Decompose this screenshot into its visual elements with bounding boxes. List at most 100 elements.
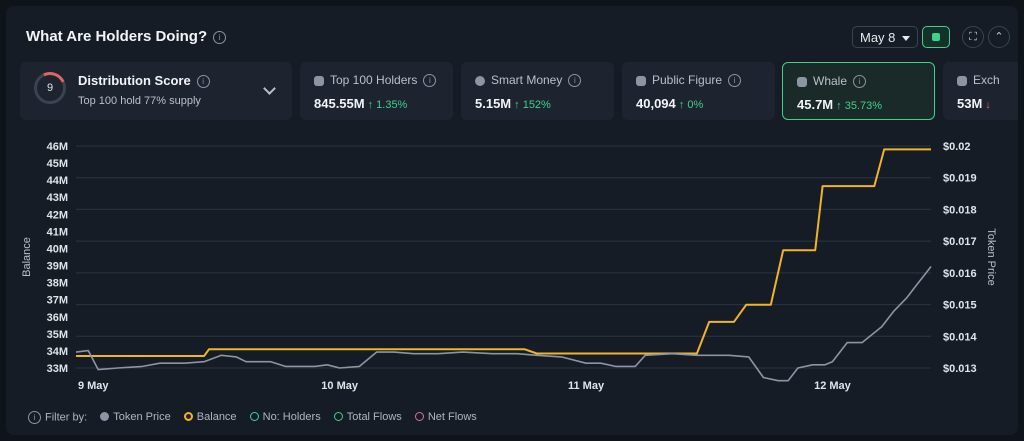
card-change: ↓ <box>985 99 991 111</box>
y-left-tick: 39M <box>47 261 68 273</box>
y-right-tick: $0.019 <box>943 173 977 185</box>
legend-dot <box>183 412 193 422</box>
collapse-button[interactable]: ⌃ <box>988 26 1010 48</box>
date-select[interactable]: May 8 <box>852 26 918 48</box>
y-right-tick: $0.014 <box>943 331 978 343</box>
card-label: Public Figure <box>652 73 723 87</box>
score-value: 9 <box>46 82 54 94</box>
y-left-tick: 34M <box>47 346 68 358</box>
fullscreen-icon: ⛶ <box>969 31 977 43</box>
card-public-figure[interactable]: Public Figure i 40,094 ↑ 0% <box>622 62 775 120</box>
legend-item-total-flows[interactable]: Total Flows <box>333 411 402 424</box>
balance-line <box>76 148 931 357</box>
score-ring: 9 <box>34 72 66 104</box>
legend-label: Balance <box>196 411 237 424</box>
database-icon <box>932 33 940 41</box>
y-left-tick: 37M <box>47 295 68 307</box>
card-change: ↑ 0% <box>678 99 704 111</box>
y-right-tick: $0.015 <box>943 300 977 312</box>
card-change: ↑ 152% <box>514 99 551 111</box>
card-value: 40,094 <box>636 96 676 111</box>
y-right-tick: $0.017 <box>943 236 977 248</box>
card-exchange-clip: Exch 53M ↓ <box>943 62 1018 120</box>
card-distribution-label: Distribution Score <box>78 73 191 88</box>
chevron-up-icon: ⌃ <box>994 31 1004 43</box>
info-icon[interactable]: i <box>728 74 742 88</box>
chevron-down-icon[interactable] <box>263 82 276 95</box>
info-icon[interactable]: i <box>853 75 867 89</box>
info-icon[interactable]: i <box>28 411 41 424</box>
card-change: ↑ 1.35% <box>367 99 408 111</box>
info-icon[interactable]: i <box>568 74 582 88</box>
legend-dot <box>249 412 259 422</box>
x-tick: 10 May <box>321 380 359 392</box>
chart-legend: i Filter by: Token Price Balance No: Hold… <box>28 411 487 424</box>
y-left-tick: 35M <box>47 329 68 341</box>
card-label: Smart Money <box>491 73 563 87</box>
y-left-tick: 42M <box>47 209 68 221</box>
legend-label: Total Flows <box>346 411 402 424</box>
y-left-tick: 33M <box>47 363 68 375</box>
database-toggle-button[interactable] <box>922 26 950 48</box>
legend-label: Net Flows <box>427 411 477 424</box>
card-whale[interactable]: Whale i 45.7M ↑ 35.73% <box>782 62 935 120</box>
legend-item-token-price[interactable]: Token Price <box>100 411 171 424</box>
card-label: Whale <box>813 74 848 88</box>
y-left-tick: 40M <box>47 243 68 255</box>
holders-panel: What Are Holders Doing? i May 8 ⛶ ⌃ 9 Dis… <box>6 6 1018 435</box>
legend-dot <box>333 412 343 422</box>
wallet-icon <box>314 75 324 86</box>
fullscreen-button[interactable]: ⛶ <box>962 26 984 48</box>
card-value: 5.15M <box>475 96 512 111</box>
x-tick: 11 May <box>568 380 605 392</box>
whale-icon <box>797 76 807 87</box>
y-right-tick: $0.013 <box>943 363 977 375</box>
card-distribution-title: Distribution Score i <box>78 73 210 89</box>
legend-filter: i Filter by: <box>28 411 87 424</box>
card-value: 845.55M <box>314 96 365 111</box>
legend-label: No: Holders <box>262 411 321 424</box>
y-right-tick: $0.02 <box>943 141 971 153</box>
panel-title: What Are Holders Doing? i <box>26 28 227 45</box>
panel-title-text: What Are Holders Doing? <box>26 28 208 45</box>
holders-chart: $0.02 $0.019 $0.018 $0.017 $0.016 $0.015 $0.01… <box>21 141 997 392</box>
y-left-tick: 38M <box>47 278 68 290</box>
legend-item-holders[interactable]: No: Holders <box>249 411 321 424</box>
card-exchange[interactable]: Exch 53M ↓ <box>943 62 1018 120</box>
info-icon[interactable]: i <box>213 30 227 44</box>
y-left-tick: 45M <box>47 158 68 170</box>
legend-item-net-flows[interactable]: Net Flows <box>414 411 477 424</box>
card-distribution-subtitle: Top 100 hold 77% supply <box>78 95 201 107</box>
y-right-tick: $0.016 <box>943 268 977 280</box>
legend-dot <box>414 412 424 422</box>
y-right-tick: $0.018 <box>943 204 977 216</box>
card-top-100-holders[interactable]: Top 100 Holders i 845.55M ↑ 1.35% <box>300 62 453 120</box>
card-distribution-score[interactable]: 9 Distribution Score i Top 100 hold 77% s… <box>20 62 292 120</box>
y-left-title: Balance <box>21 237 33 277</box>
legend-filter-label: Filter by: <box>45 411 88 424</box>
smart-money-icon <box>475 75 485 86</box>
card-label: Exch <box>973 73 1000 87</box>
info-icon[interactable]: i <box>423 74 437 88</box>
bank-icon <box>957 75 967 86</box>
caret-down-icon <box>902 36 910 41</box>
card-change: ↑ 35.73% <box>836 100 883 112</box>
date-select-value: May 8 <box>860 30 896 45</box>
card-value: 45.7M <box>797 97 834 112</box>
y-left-tick: 36M <box>47 312 68 324</box>
legend-dot <box>100 412 110 422</box>
x-tick: 12 May <box>814 380 852 392</box>
card-value: 53M <box>957 96 983 111</box>
score-arc <box>29 67 71 109</box>
legend-label: Token Price <box>113 411 171 424</box>
y-left-tick: 46M <box>47 141 68 153</box>
info-icon[interactable]: i <box>196 75 210 89</box>
y-right-title: Token Price <box>985 228 997 285</box>
bulb-icon <box>636 75 646 86</box>
legend-item-balance[interactable]: Balance <box>183 411 237 424</box>
y-left-tick: 41M <box>47 226 68 238</box>
y-left-tick: 43M <box>47 192 68 204</box>
card-smart-money[interactable]: Smart Money i 5.15M ↑ 152% <box>461 62 614 120</box>
token-price-line <box>75 266 932 382</box>
y-left-tick: 44M <box>47 175 68 187</box>
